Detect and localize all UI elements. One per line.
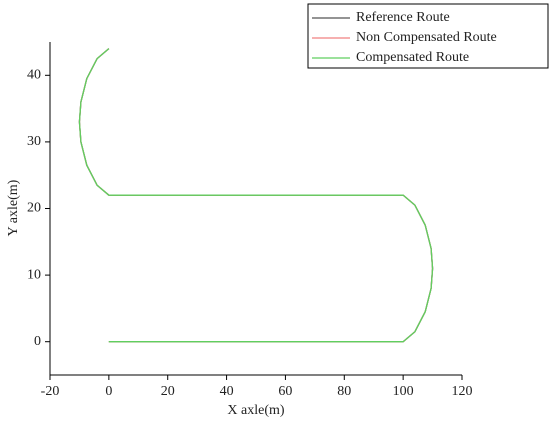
legend-label: Non Compensated Route xyxy=(356,30,497,45)
x-tick-label: 40 xyxy=(220,384,234,399)
route-line xyxy=(78,48,434,343)
x-tick-label: 80 xyxy=(337,384,351,399)
x-tick-label: -20 xyxy=(41,384,60,399)
y-tick-label: 40 xyxy=(27,68,41,83)
y-axis-title: Y axle(m) xyxy=(6,179,21,236)
legend-label: Compensated Route xyxy=(356,50,469,65)
x-tick-label: 0 xyxy=(105,384,112,399)
y-tick-label: 20 xyxy=(27,201,41,216)
legend-box xyxy=(307,3,549,69)
y-tick-label: 30 xyxy=(27,134,41,149)
legend-label: Reference Route xyxy=(356,10,450,25)
y-tick-label: 0 xyxy=(34,334,41,349)
x-axis-title: X axle(m) xyxy=(227,403,284,418)
x-tick-label: 60 xyxy=(278,384,292,399)
x-tick-label: 20 xyxy=(161,384,175,399)
x-tick-label: 120 xyxy=(452,384,473,399)
y-tick-label: 10 xyxy=(27,267,41,282)
x-tick-label: 100 xyxy=(393,384,414,399)
